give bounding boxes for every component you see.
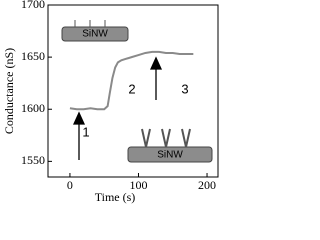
nanowire-top: [61, 20, 129, 42]
chart: Time (s) Conductance (nS) 1550 1600 1650 17…: [2, 0, 219, 204]
x-axis-label: Time (s): [95, 190, 136, 204]
annotation: SiNW: [157, 150, 183, 161]
y-tick-label: 1700: [21, 0, 45, 11]
annotation: SiNW: [82, 29, 108, 40]
x-tick-label: 0: [67, 178, 73, 192]
y-tick-label: 1600: [21, 101, 45, 115]
plot-frame: [47, 4, 219, 178]
nanowire-bottom: [127, 128, 213, 163]
y-tick-label: 1550: [21, 153, 45, 167]
x-tick-label: 200: [198, 178, 216, 192]
y-axis-label: Conductance (nS): [2, 48, 16, 134]
y-tick-label: 1650: [21, 49, 45, 63]
annotation: 1: [82, 124, 89, 139]
arrows: [72, 56, 163, 160]
annotation: 2: [128, 81, 135, 96]
annotation: 3: [181, 81, 188, 96]
x-tick-label: 100: [129, 178, 147, 192]
data-line: [69, 50, 194, 111]
